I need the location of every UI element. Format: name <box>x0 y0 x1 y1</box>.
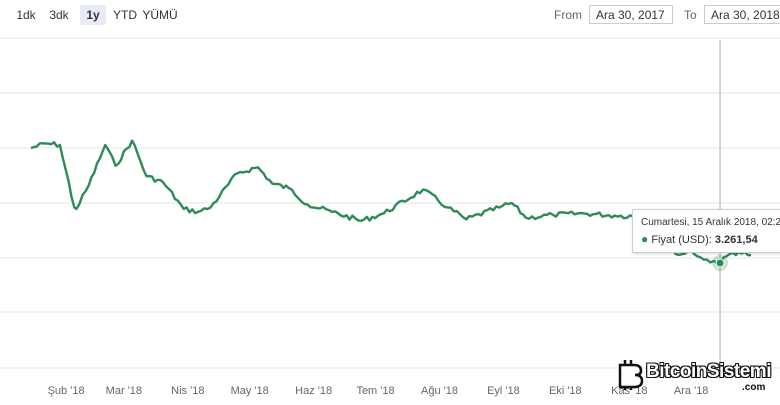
range-selector-toolbar: 1dk 3dk 1y YTD YÜMÜ From Ara 30, 2017 To… <box>0 0 780 30</box>
x-tick-label: Ara '18 <box>673 385 709 397</box>
x-tick-label: May '18 <box>230 385 269 397</box>
watermark-suffix: .com <box>742 382 766 393</box>
hover-point <box>715 258 725 268</box>
zoom-button-ytd[interactable]: YTD <box>113 8 137 22</box>
from-label: From <box>554 8 582 22</box>
zoom-button-all[interactable]: YÜMÜ <box>142 8 178 22</box>
hover-point-marker <box>712 255 729 272</box>
zoom-button-1y[interactable]: 1y <box>80 5 106 25</box>
x-tick-label: Tem '18 <box>356 385 395 397</box>
price-series-line <box>30 139 752 265</box>
bitcoinsistemi-watermark: BitcoinSistemi .com <box>616 357 780 397</box>
series-dot-icon: ● <box>641 232 649 246</box>
x-tick-label: Haz '18 <box>295 385 333 397</box>
zoom-button-3dk[interactable]: 3dk <box>49 8 69 22</box>
to-date-input[interactable]: Ara 30, 2018 <box>704 5 780 24</box>
zoom-button-1dk[interactable]: 1dk <box>16 8 36 22</box>
tooltip: Cumartesi, 15 Aralık 2018, 02:2 ● Fiyat … <box>632 209 780 253</box>
gridlines <box>0 37 780 369</box>
tooltip-series-row: ● Fiyat (USD): 3.261,54 <box>641 231 780 248</box>
tooltip-series-label: Fiyat (USD): <box>651 234 712 246</box>
watermark-brand: BitcoinSistemi <box>646 361 771 382</box>
x-tick-label: Ağu '18 <box>421 385 458 397</box>
from-date-input[interactable]: Ara 30, 2017 <box>589 5 673 24</box>
x-tick-label: Eyl '18 <box>487 385 520 397</box>
x-tick-label: Eki '18 <box>548 385 582 397</box>
x-tick-label: Şub '18 <box>47 385 85 397</box>
tooltip-value: 3.261,54 <box>714 234 758 246</box>
x-tick-label: Nis '18 <box>171 385 205 397</box>
bitcoin-logo-icon <box>618 360 644 390</box>
x-tick-label: Mar '18 <box>105 385 143 397</box>
to-label: To <box>684 8 697 22</box>
tooltip-date: Cumartesi, 15 Aralık 2018, 02:2 <box>641 217 780 228</box>
